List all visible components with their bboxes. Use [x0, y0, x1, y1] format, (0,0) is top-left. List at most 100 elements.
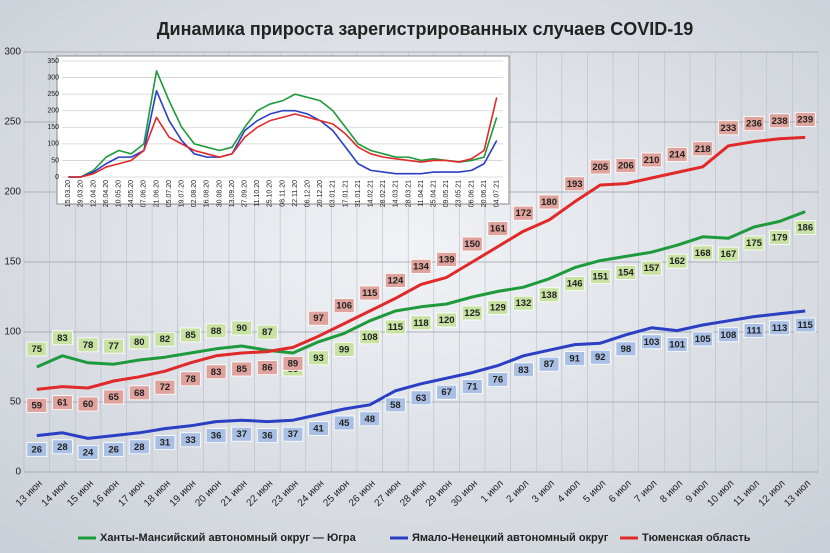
- data-label: 67: [441, 387, 452, 398]
- data-label: 129: [490, 302, 506, 313]
- data-label-box: [256, 324, 278, 340]
- data-label-box: [538, 356, 560, 372]
- x-tick-label: 28.03.21: [405, 180, 412, 207]
- x-tick-label: 14.03.21: [393, 180, 400, 207]
- data-label-box: [384, 272, 406, 288]
- series-line: [36, 309, 806, 440]
- data-label-box: [205, 428, 227, 444]
- data-label: 186: [797, 223, 813, 234]
- data-label: 134: [413, 261, 430, 272]
- data-label: 65: [108, 392, 119, 403]
- data-label: 45: [339, 418, 350, 429]
- data-label-box: [589, 159, 611, 175]
- data-label: 206: [618, 161, 634, 172]
- data-label: 115: [388, 322, 404, 333]
- y-tick-label: 200: [4, 187, 21, 198]
- data-label-box: [692, 331, 714, 347]
- x-tick-label: 02.08.20: [191, 180, 198, 207]
- x-tick-label: 14.02.21: [368, 180, 375, 207]
- x-tick-label: 12.04.20: [90, 180, 97, 207]
- x-tick-label: 16.08.20: [204, 180, 211, 207]
- y-tick-label: 300: [4, 47, 21, 58]
- series-line: [68, 70, 498, 178]
- data-label-box: [692, 245, 714, 261]
- legend-label: Ямало-Ненецкий автономный округ: [412, 532, 609, 544]
- data-label-box: [282, 355, 304, 371]
- x-tick-label: 17.01.21: [342, 180, 349, 207]
- data-label-box: [103, 389, 125, 405]
- data-label-box: [52, 395, 73, 411]
- data-label-box: [26, 397, 48, 413]
- data-label: 108: [720, 330, 736, 341]
- y-tick-label: 250: [47, 91, 59, 98]
- data-label: 92: [595, 352, 606, 363]
- series-line: [68, 90, 498, 178]
- data-label-box: [615, 264, 637, 280]
- data-label: 146: [567, 279, 583, 290]
- data-label-box: [359, 411, 381, 427]
- data-label: 125: [464, 308, 481, 319]
- x-tick-label: 03.01.21: [330, 180, 337, 207]
- data-label-box: [26, 442, 48, 458]
- data-label: 87: [544, 359, 555, 370]
- x-tick-label: 08.11.20: [279, 180, 286, 207]
- data-label-box: [52, 439, 73, 455]
- data-label-box: [256, 428, 278, 444]
- x-tick-label: 28.02.21: [380, 180, 387, 207]
- legend-label: Ханты-Мансийский автономный округ — Югра: [100, 532, 357, 544]
- data-label-box: [359, 329, 381, 345]
- data-label: 115: [362, 288, 378, 299]
- data-label: 120: [439, 315, 455, 326]
- x-tick-label: 29.03.20: [78, 180, 85, 207]
- data-label: 24: [83, 447, 94, 458]
- data-label-box: [564, 276, 586, 292]
- data-label: 167: [720, 249, 736, 260]
- data-label: 26: [108, 445, 119, 456]
- data-label: 77: [108, 341, 119, 352]
- data-label-box: [128, 385, 150, 401]
- data-label: 33: [185, 435, 196, 446]
- y-tick-label: 200: [47, 108, 59, 115]
- data-label-box: [333, 415, 355, 431]
- data-label-box: [103, 442, 125, 458]
- data-label-box: [231, 426, 253, 442]
- data-label: 41: [313, 424, 324, 435]
- data-label-box: [666, 253, 688, 269]
- data-label-box: [769, 320, 790, 336]
- data-label: 93: [313, 353, 324, 364]
- data-label-box: [77, 444, 99, 460]
- data-label-box: [410, 258, 432, 274]
- data-label: 172: [516, 208, 532, 219]
- x-tick-label: 04.07.21: [494, 180, 501, 207]
- data-label: 113: [772, 323, 787, 334]
- x-tick-label: 23.05.21: [456, 180, 463, 207]
- data-label: 236: [746, 119, 762, 130]
- data-label: 180: [541, 197, 557, 208]
- data-label: 26: [32, 445, 43, 456]
- data-label-box: [743, 323, 765, 339]
- data-label-box: [794, 112, 816, 127]
- data-label-box: [717, 246, 739, 262]
- data-label-box: [641, 152, 662, 168]
- data-label-box: [52, 330, 73, 346]
- data-label: 132: [516, 298, 532, 309]
- data-label: 101: [669, 340, 686, 351]
- data-label-box: [589, 349, 611, 365]
- data-label: 89: [288, 358, 299, 369]
- data-label-box: [154, 331, 176, 347]
- series-line: [36, 135, 806, 391]
- data-label: 175: [746, 238, 763, 249]
- data-label-box: [461, 379, 483, 395]
- x-tick-label: 26.04.20: [103, 180, 110, 207]
- x-tick-label: 24.05.20: [128, 180, 135, 207]
- data-label-box: [538, 194, 560, 210]
- data-label-box: [436, 251, 458, 267]
- legend: Ханты-Мансийский автономный округ — Югра…: [78, 532, 751, 544]
- data-label-box: [231, 361, 253, 377]
- x-tick-label: 20.12.20: [317, 180, 324, 207]
- data-label-box: [384, 319, 406, 335]
- data-label-box: [26, 341, 48, 357]
- x-tick-label: 05.07.20: [166, 180, 173, 207]
- data-label: 36: [211, 431, 222, 442]
